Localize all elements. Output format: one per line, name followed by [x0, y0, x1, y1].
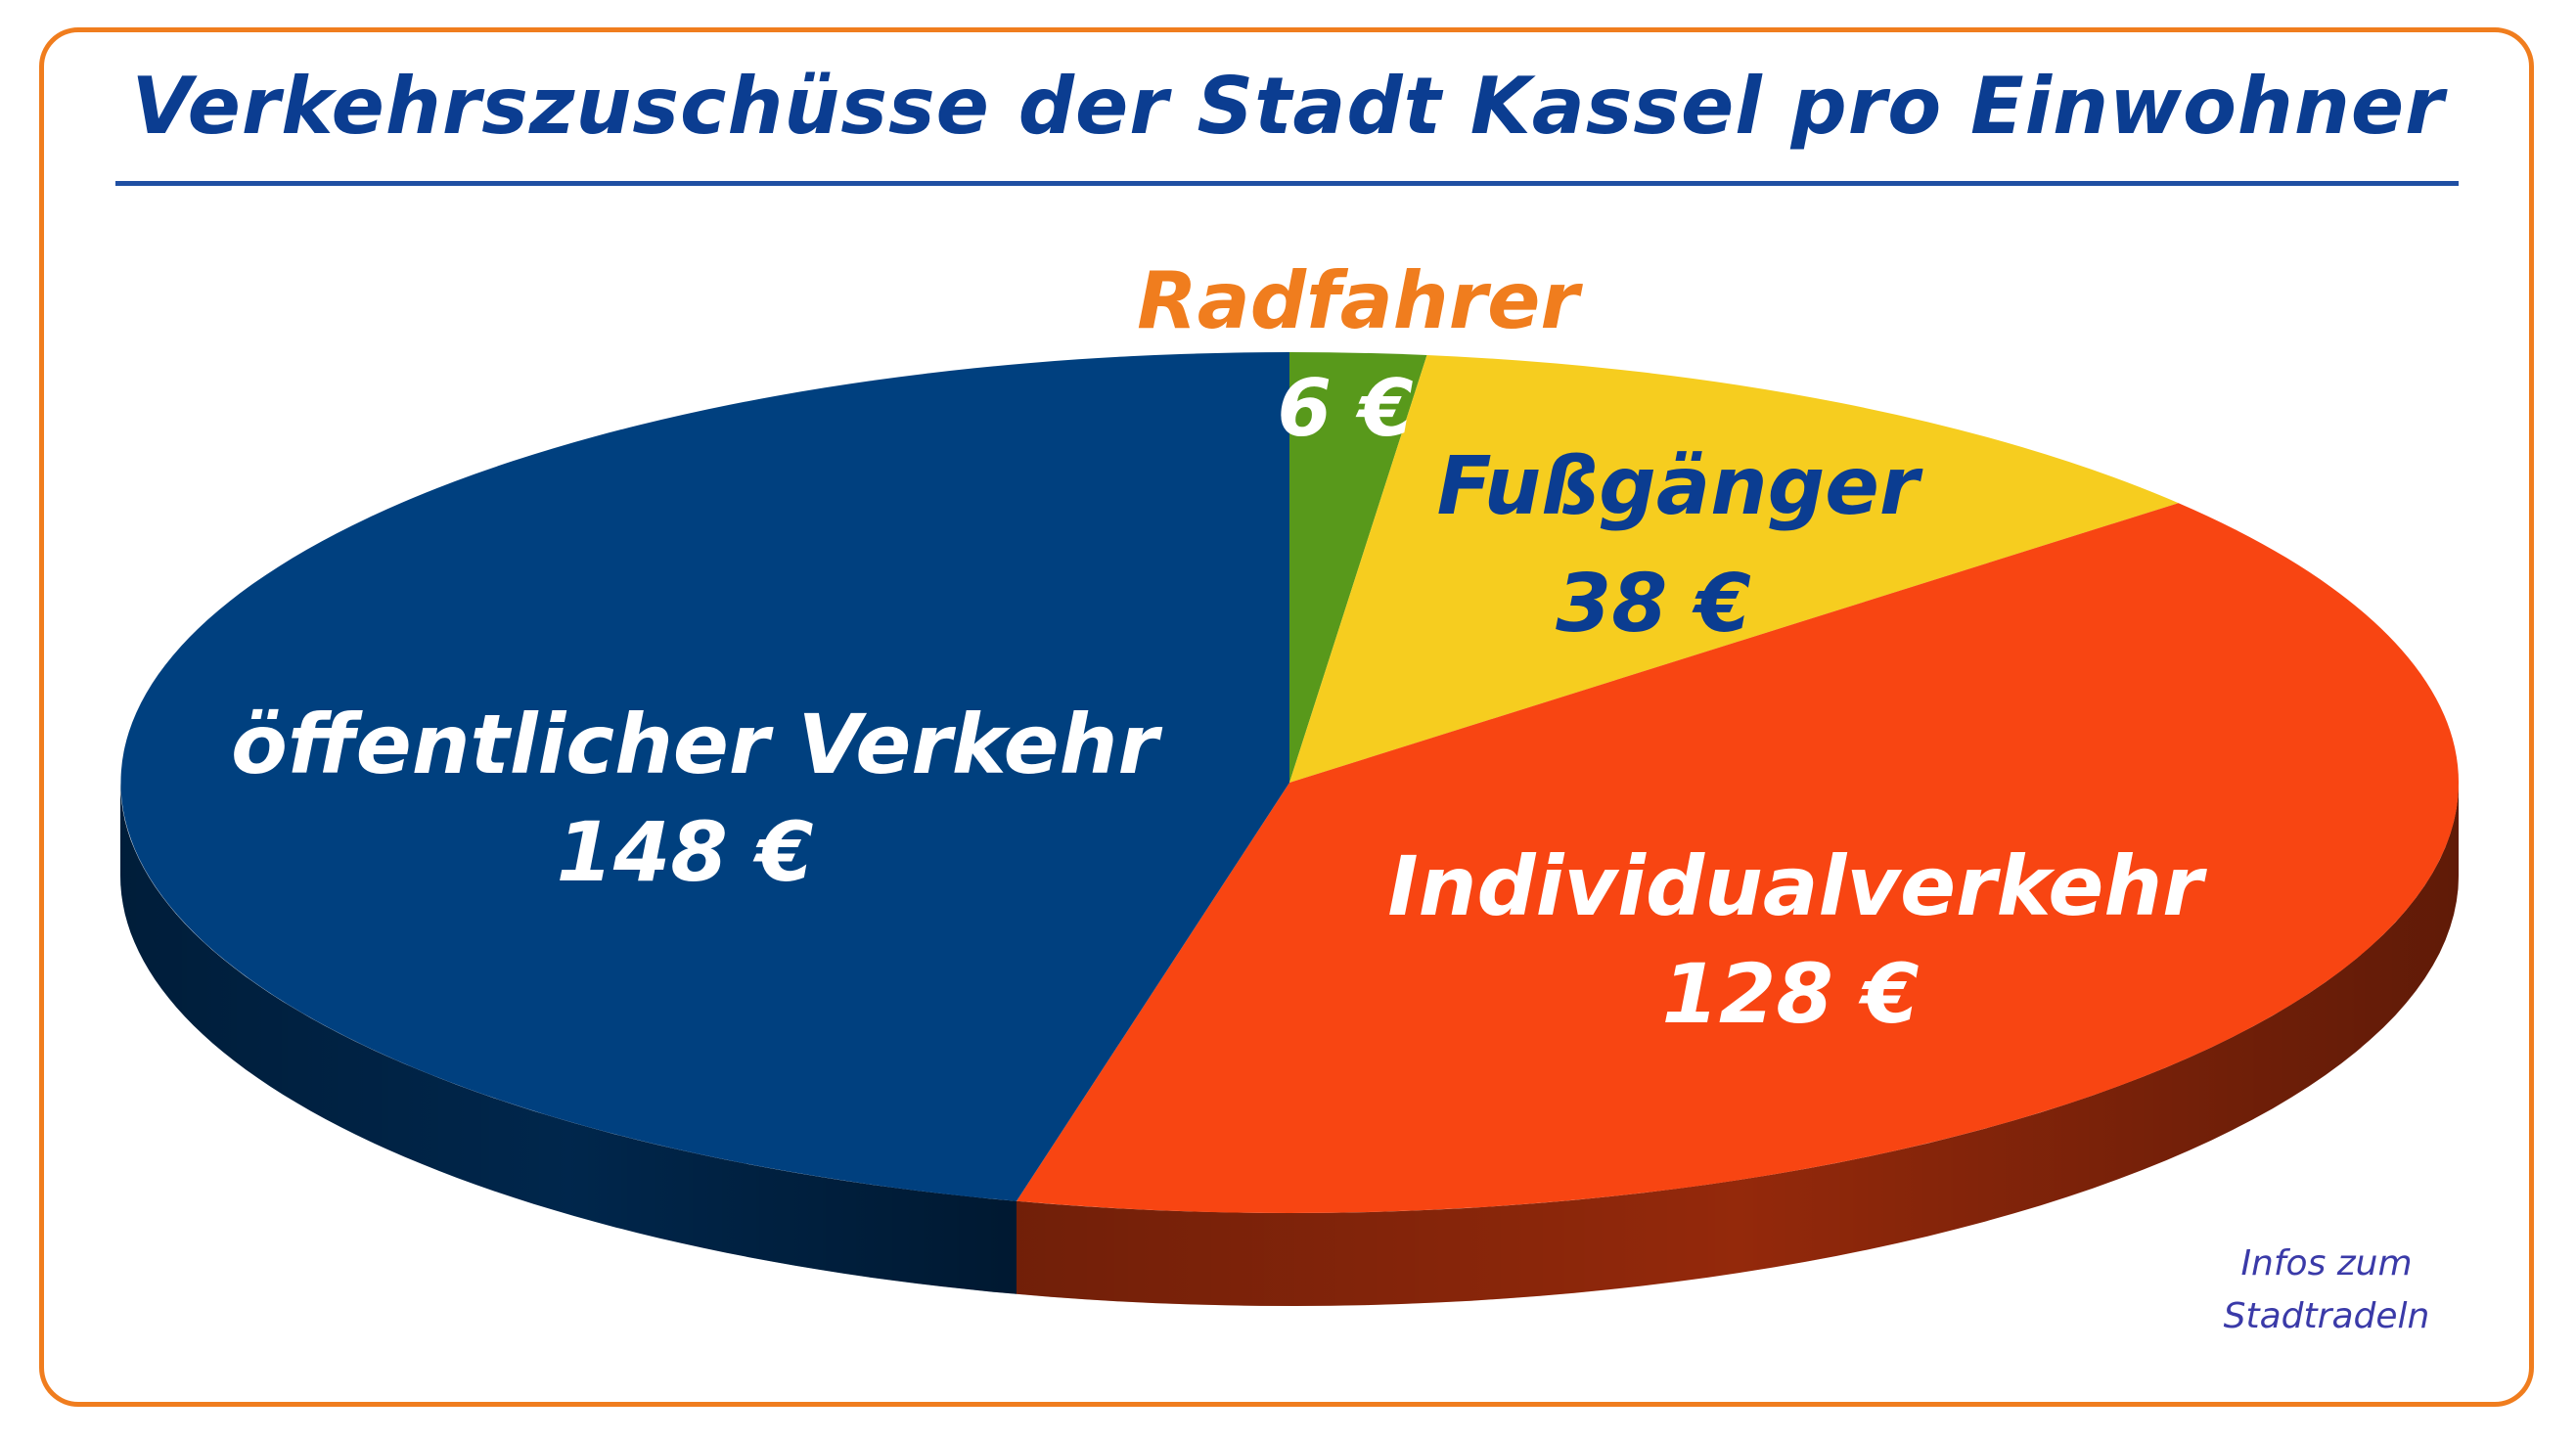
- slice-oeffentlicher-verkehr: [120, 352, 1289, 1201]
- label-fussgaenger: Fußgänger: [1437, 440, 1923, 533]
- individual-side-wall-shade: [1017, 783, 2459, 1306]
- infos-line-2: Stadtradeln: [2223, 1296, 2430, 1336]
- infos-line-1: Infos zum: [2240, 1243, 2413, 1283]
- slice-fussgaenger: [1289, 355, 2179, 783]
- slice-individualverkehr: [1017, 503, 2460, 1213]
- pie-top-slices: [120, 351, 2460, 1213]
- value-individualverkehr: 128 €: [1661, 946, 1919, 1042]
- pie-side-walls: [120, 783, 2459, 1306]
- value-fussgaenger: 38 €: [1556, 558, 1751, 651]
- oepnv-side-wall-shade: [120, 783, 1017, 1294]
- pie-labels: Radfahrer 6 € Fußgänger 38 € Individualverke…: [231, 255, 2207, 1042]
- value-oeffentlicher-verkehr: 148 €: [556, 804, 813, 900]
- value-radfahrer: 6 €: [1277, 363, 1413, 454]
- infos-stadtradeln-link[interactable]: Infos zum Stadtradeln: [2170, 1238, 2483, 1343]
- label-individualverkehr: Individualverkehr: [1387, 838, 2207, 934]
- title-underline: [115, 181, 2459, 186]
- slice-radfahrer: [1289, 351, 1427, 783]
- label-radfahrer: Radfahrer: [1137, 255, 1583, 346]
- label-oeffentlicher-verkehr: öffentlicher Verkehr: [231, 697, 1162, 792]
- chart-title: Verkehrszuschüsse der Stadt Kassel pro E…: [131, 61, 2445, 152]
